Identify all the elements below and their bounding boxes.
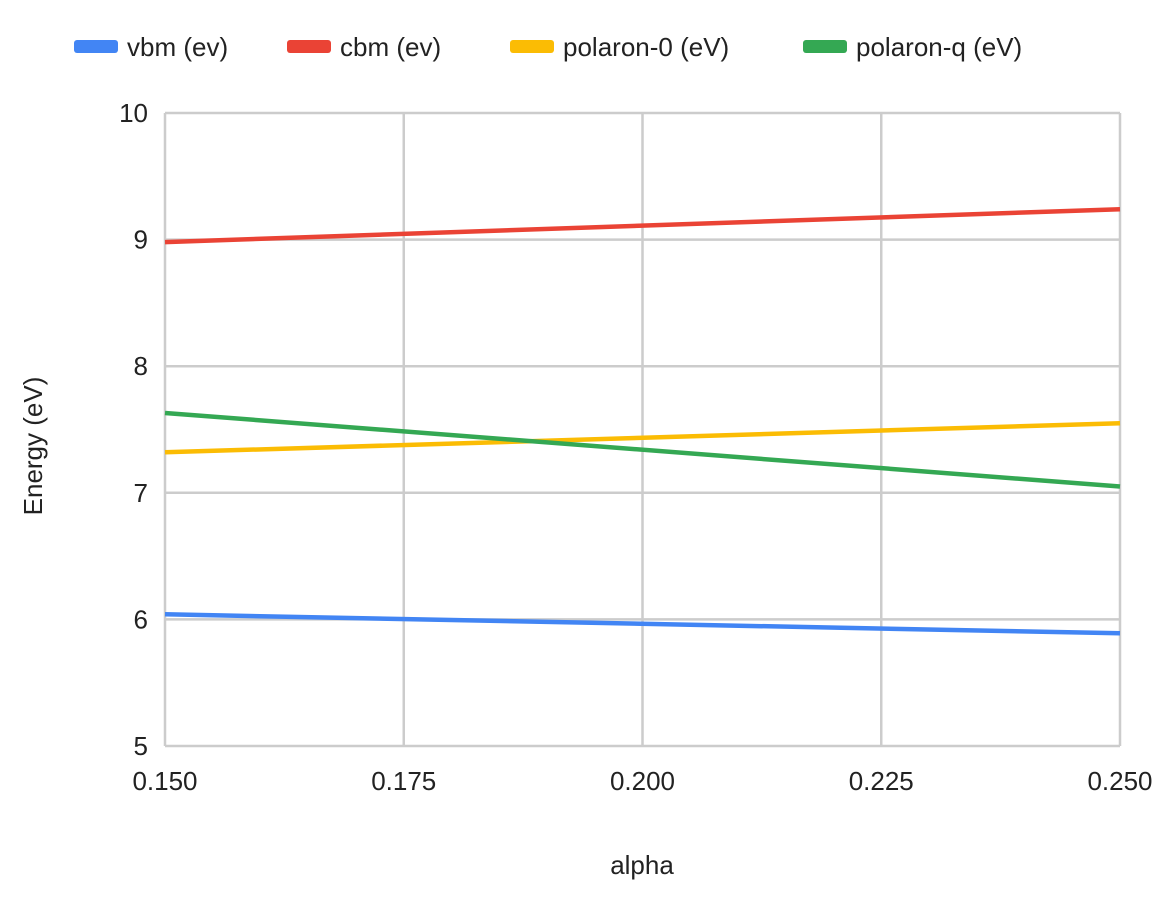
series-line-cbm [164, 206, 1121, 245]
series-line-polaron-q [164, 410, 1121, 489]
y-axis-label: Energy (eV) [18, 377, 48, 516]
legend-item: vbm (ev) [74, 32, 228, 62]
legend-label: vbm (ev) [127, 32, 228, 62]
series-line-polaron-0 [164, 420, 1121, 455]
legend-swatch [74, 40, 118, 53]
series-lines [164, 206, 1121, 636]
series-line-vbm [164, 612, 1121, 636]
x-tick-label: 0.200 [610, 766, 675, 796]
legend: vbm (ev) cbm (ev) polaron-0 (eV) polaron-q … [74, 32, 1022, 62]
legend-swatch [287, 40, 331, 53]
x-axis-label: alpha [610, 850, 674, 880]
y-tick-label: 8 [134, 351, 148, 381]
x-axis-ticks: 0.150 0.175 0.200 0.225 0.250 [132, 766, 1152, 796]
x-tick-label: 0.175 [371, 766, 436, 796]
legend-label: polaron-q (eV) [856, 32, 1022, 62]
legend-label: polaron-0 (eV) [563, 32, 729, 62]
x-tick-label: 0.225 [849, 766, 914, 796]
legend-swatch [803, 40, 847, 53]
legend-swatch [510, 40, 554, 53]
y-axis-ticks: 5 6 7 8 9 10 [119, 98, 148, 761]
y-tick-label: 10 [119, 98, 148, 128]
y-tick-label: 7 [134, 478, 148, 508]
legend-label: cbm (ev) [340, 32, 441, 62]
x-tick-label: 0.250 [1087, 766, 1152, 796]
legend-item: polaron-q (eV) [803, 32, 1022, 62]
legend-item: polaron-0 (eV) [510, 32, 729, 62]
y-tick-label: 6 [134, 604, 148, 634]
x-tick-label: 0.150 [132, 766, 197, 796]
y-tick-label: 9 [134, 225, 148, 255]
legend-item: cbm (ev) [287, 32, 441, 62]
y-tick-label: 5 [134, 731, 148, 761]
